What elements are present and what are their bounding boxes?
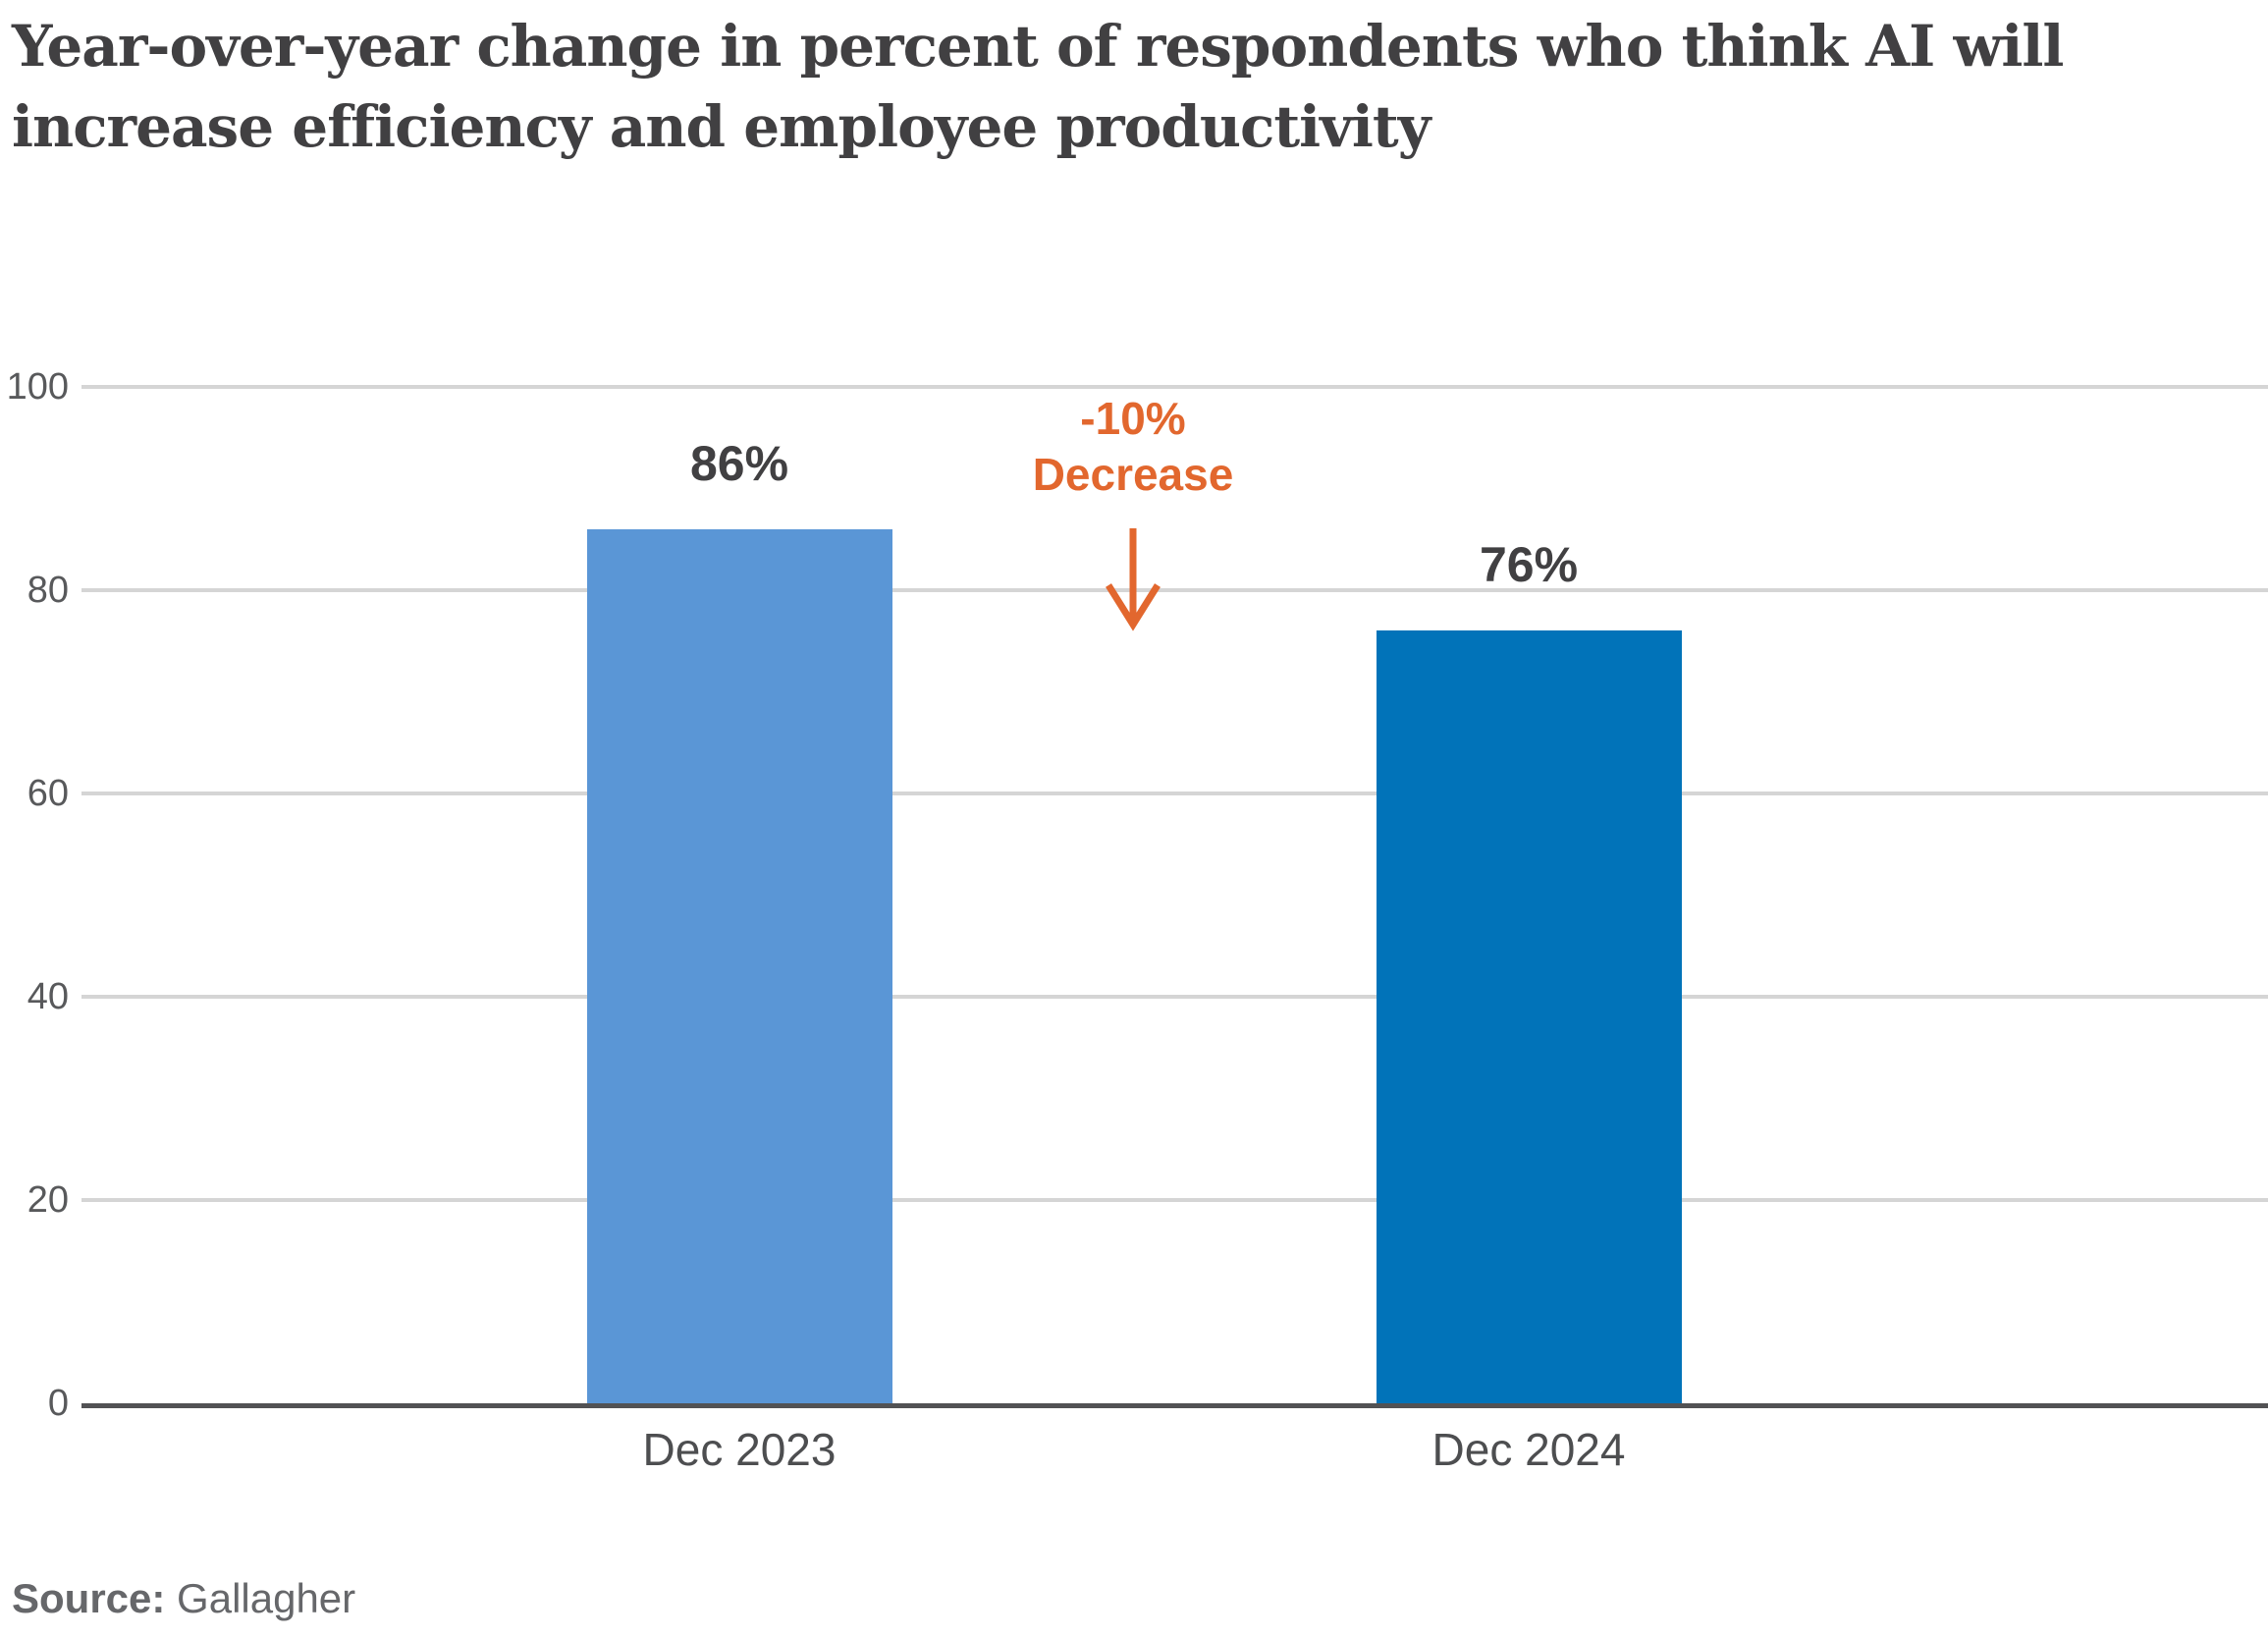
gridline-60 (81, 792, 2268, 795)
source-value: Gallagher (177, 1575, 356, 1621)
chart-title: Year-over-year change in percent of resp… (12, 6, 2260, 167)
source-label: Source: (12, 1575, 166, 1621)
y-tick-label-20: 20 (27, 1179, 69, 1221)
annotation-value: -10% (1080, 393, 1186, 444)
bar-dec-2023 (586, 528, 892, 1403)
gridline-80 (81, 588, 2268, 592)
change-annotation: -10% Decrease (937, 391, 1329, 503)
title-line-2: increase efficiency and employee product… (12, 93, 1431, 160)
y-tick-label-40: 40 (27, 976, 69, 1017)
source: Source: Gallagher (12, 1573, 355, 1624)
x-tick-label-dec-2024: Dec 2024 (1431, 1424, 1626, 1475)
value-label-dec-2023: 86% (689, 435, 789, 491)
y-tick-label-60: 60 (27, 773, 69, 814)
x-axis-line (81, 1403, 2268, 1408)
title-line-1: Year-over-year change in percent of resp… (12, 13, 2064, 80)
down-arrow-icon (1106, 528, 1161, 631)
y-tick-label-100: 100 (6, 366, 69, 408)
y-tick-label-0: 0 (47, 1383, 69, 1424)
gridline-100 (81, 385, 2268, 389)
value-label-dec-2024: 76% (1479, 537, 1579, 593)
plot-area: 0 20 40 60 80 100 86% Dec 2023 76% Dec 2024 (7, 366, 2268, 1472)
annotation-text: Decrease (1032, 449, 1234, 500)
gridline-20 (81, 1198, 2268, 1202)
bar-dec-2024 (1376, 630, 1682, 1403)
gridline-40 (81, 995, 2268, 999)
x-tick-label-dec-2023: Dec 2023 (642, 1424, 837, 1475)
y-tick-label-80: 80 (27, 570, 69, 611)
